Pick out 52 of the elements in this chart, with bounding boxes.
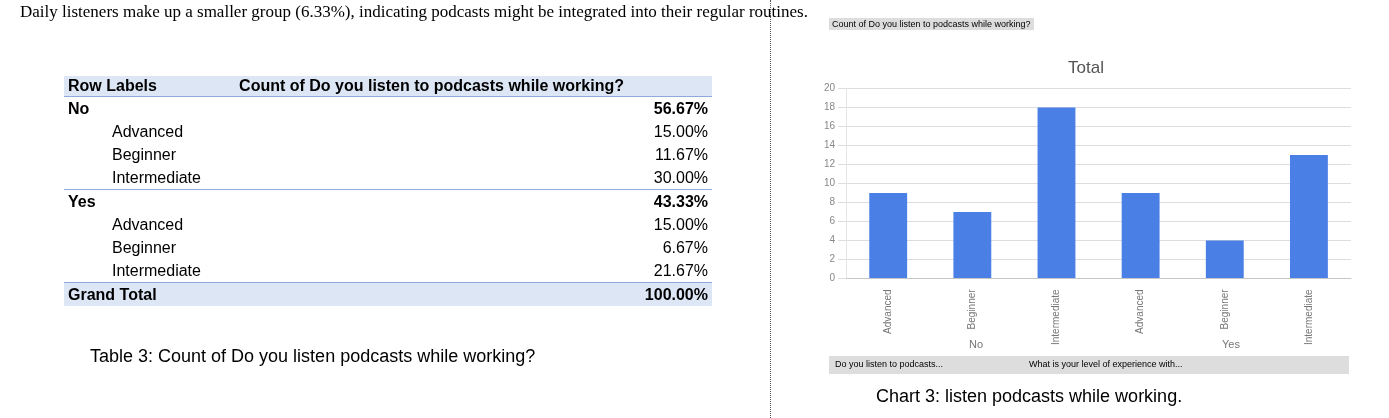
chart-subtitle: Count of Do you listen to podcasts while working?: [829, 18, 1034, 30]
chart-title: Total: [1068, 57, 1104, 77]
category-label: Beginner: [111, 145, 178, 165]
category-label: Intermediate: [111, 168, 202, 188]
x-tick-label: Advanced: [1134, 289, 1146, 334]
text: No: [968, 338, 984, 350]
x-tick-label: Intermediate: [1050, 288, 1062, 346]
category-label: No: [67, 99, 91, 119]
text: Row Labels: [67, 76, 158, 96]
y-tick-label: 6: [829, 215, 836, 227]
y-tick-label: 14: [824, 139, 836, 151]
text: 15.00%: [653, 215, 708, 233]
category-label: Intermediate: [111, 261, 202, 281]
text: Count of Do you listen to podcasts while working?: [238, 76, 625, 96]
text: 100.00%: [644, 285, 708, 303]
caption: Table 3: Count of Do you listen podcasts while working?: [90, 346, 536, 367]
y-tick-label: 12: [824, 158, 836, 170]
y-tick-label: 16: [824, 120, 836, 132]
x-tick-label: Beginner: [966, 288, 978, 330]
category-label: Advanced: [111, 122, 185, 142]
bar: [1289, 154, 1328, 278]
category-label: Advanced: [111, 215, 185, 235]
text: Yes: [1222, 338, 1240, 350]
text: 6.67%: [662, 238, 708, 256]
x-tick-label: Advanced: [881, 289, 893, 334]
text: 30.00%: [653, 168, 708, 186]
category-label: Beginner: [111, 238, 178, 258]
y-tick-label: 10: [824, 177, 836, 189]
text: Daily listeners make up a smaller group (6.33%), indicating podcasts might be integrated into their regular routines.: [20, 2, 808, 22]
caption: Chart 3: listen podcasts while working.: [876, 386, 1183, 407]
y-tick-label: 0: [829, 272, 836, 284]
text: 43.33%: [653, 192, 708, 210]
category-label: Grand Total: [67, 285, 158, 305]
y-tick-label: 18: [824, 101, 836, 113]
y-tick-label: 2: [829, 253, 836, 265]
y-tick-label: 20: [824, 82, 836, 94]
bar: [869, 192, 908, 278]
bar: [1121, 192, 1160, 278]
y-tick-label: 8: [829, 196, 836, 208]
bar: [1037, 107, 1076, 278]
bar: [953, 211, 992, 278]
text: 15.00%: [653, 122, 708, 140]
x-tick-label: Intermediate: [1302, 288, 1314, 346]
text: 56.67%: [653, 99, 708, 117]
text: Do you listen to podcasts...: [835, 359, 944, 369]
y-tick-label: 4: [829, 234, 836, 246]
text: 11.67%: [654, 145, 708, 163]
x-tick-label: Beginner: [1218, 288, 1230, 330]
text: 21.67%: [653, 261, 708, 279]
category-label: Yes: [67, 192, 97, 212]
text: What is your level of experience with...: [1029, 359, 1183, 369]
bar: [1205, 240, 1244, 278]
